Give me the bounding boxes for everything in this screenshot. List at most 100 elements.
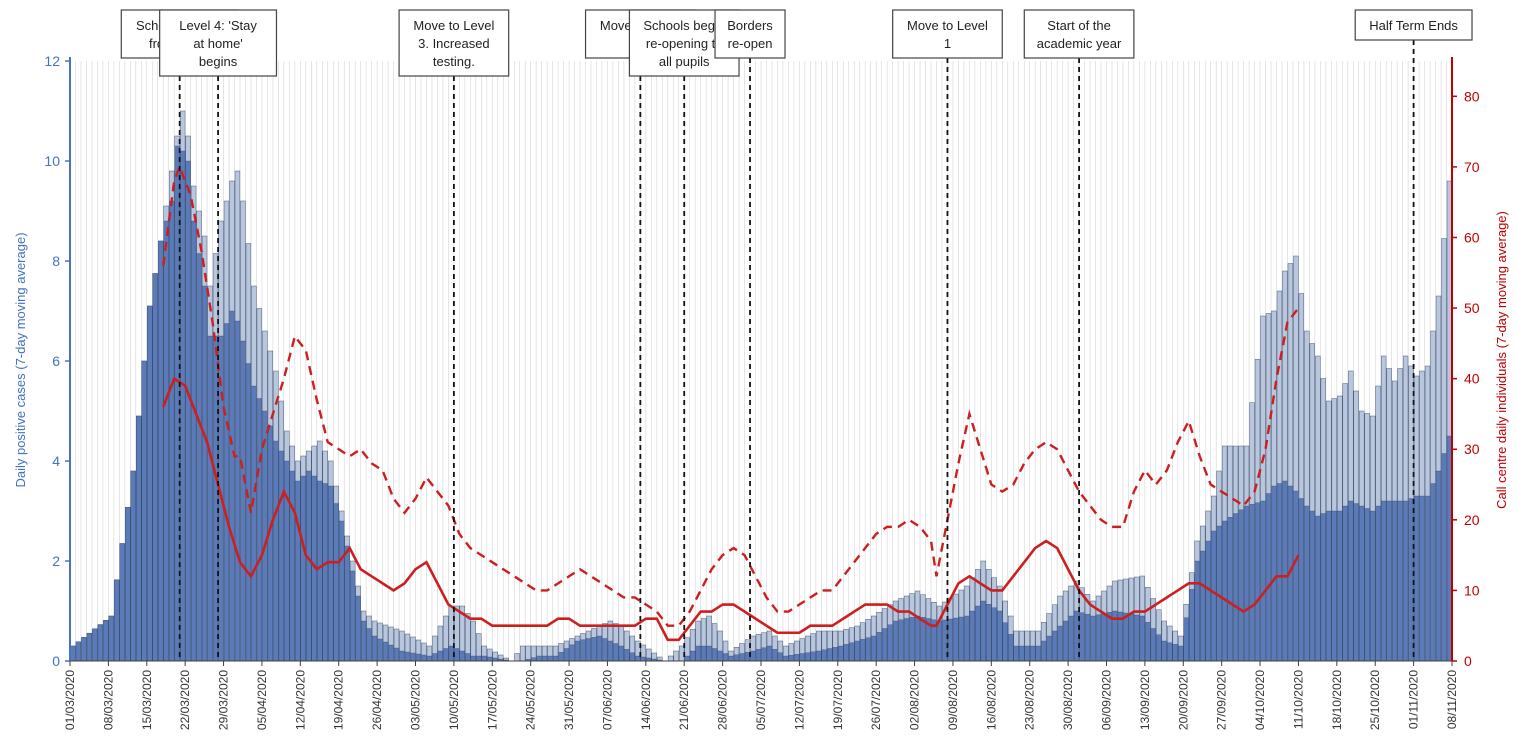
bar-dark [914, 615, 921, 662]
bar-dark [865, 637, 871, 662]
bar-dark [624, 649, 630, 662]
event-box [1354, 9, 1473, 41]
x-tick-label: 12/04/2020 [293, 670, 307, 730]
bar-dark [1413, 495, 1420, 662]
bar-dark [816, 650, 822, 662]
bar-dark [240, 340, 246, 662]
bar-dark [1145, 622, 1151, 662]
bar-dark [1019, 645, 1025, 662]
bar-dark [1370, 510, 1376, 662]
bar-dark [953, 617, 959, 662]
bar-dark [585, 638, 592, 662]
bar-dark [799, 653, 805, 662]
bar-dark [580, 639, 586, 662]
event-markers: Schools closedfrom todayLevel 4: 'Stayat… [120, 9, 1473, 661]
left-tick-label: 8 [52, 253, 60, 269]
bar-dark [432, 653, 438, 662]
bar-dark [1205, 540, 1211, 662]
right-tick-label: 10 [1464, 582, 1480, 598]
bar-dark [196, 253, 202, 662]
bar-dark [92, 628, 98, 662]
bar-dark [377, 638, 383, 662]
bar-dark [1271, 485, 1277, 662]
bar-dark [426, 655, 433, 662]
bar-dark [75, 641, 82, 662]
bar-dark [410, 652, 416, 662]
bar-dark [1189, 589, 1195, 662]
bar-dark [1375, 505, 1381, 662]
bar-dark [1249, 504, 1255, 662]
bar-dark [481, 655, 487, 662]
bar-dark [849, 642, 855, 662]
solid-line-series [162, 376, 1300, 642]
bar-light [470, 620, 476, 662]
bar-dark [185, 160, 191, 662]
bar-dark [854, 640, 860, 662]
bar-dark [81, 637, 87, 662]
left-tick-label: 0 [52, 653, 60, 669]
bar-dark [695, 645, 701, 662]
bar-dark [322, 483, 328, 662]
event-label: all pupils [659, 54, 710, 69]
bar-dark [871, 635, 877, 662]
left-tick-label: 6 [52, 353, 60, 369]
x-tick-label: 25/10/2020 [1368, 670, 1382, 730]
event-label: 1 [944, 36, 951, 51]
x-tick-label: 11/10/2020 [1291, 670, 1305, 729]
bar-dark [717, 650, 723, 662]
bar-dark [404, 651, 411, 662]
bar-dark [711, 648, 718, 662]
bar-light [525, 645, 531, 662]
bar-dark [618, 645, 624, 662]
x-tick-label: 31/05/2020 [562, 670, 576, 730]
bar-dark [399, 650, 405, 662]
bar-dark [136, 415, 142, 662]
bar-dark [1167, 642, 1173, 662]
right-tick-label: 70 [1464, 159, 1480, 175]
bar-dark [1392, 500, 1398, 662]
bar-dark [1238, 509, 1244, 662]
bar-dark [980, 600, 986, 662]
bar-dark [1008, 634, 1014, 662]
bar-dark [552, 655, 559, 662]
bar-dark [1024, 645, 1030, 662]
bar-dark [574, 640, 581, 662]
bar-dark [454, 648, 460, 662]
right-tick-label: 40 [1464, 371, 1480, 387]
bar-dark [1293, 490, 1299, 662]
event-label: begins [199, 54, 238, 69]
bar-dark [1046, 635, 1052, 662]
x-tick-label: 21/06/2020 [677, 670, 691, 730]
bar-dark [701, 645, 707, 662]
bar-dark [1260, 500, 1266, 662]
bar-dark [1079, 612, 1085, 662]
bar-dark [903, 618, 910, 662]
bar-dark [1353, 503, 1359, 662]
bar-dark [887, 624, 893, 662]
bar-dark [936, 620, 943, 662]
x-tick-label: 19/07/2020 [831, 670, 845, 730]
bar-dark [1084, 614, 1091, 662]
bar-light [673, 650, 679, 662]
x-tick-label: 30/08/2020 [1061, 670, 1075, 730]
bar-dark [1052, 630, 1058, 662]
bar-dark [1320, 513, 1326, 662]
bar-dark [755, 649, 762, 662]
bar-dark [596, 635, 603, 662]
x-tick-label: 01/03/2020 [63, 670, 77, 730]
bar-dark [371, 635, 378, 662]
bar-dark [1062, 620, 1069, 662]
bar-dark [684, 655, 690, 662]
bar-dark [333, 503, 339, 662]
bar-dark [821, 649, 827, 662]
bar-dark [777, 652, 783, 662]
event-label: Move to Level [907, 18, 988, 33]
bar-dark [1090, 615, 1096, 662]
event-box [892, 9, 1003, 59]
event-label: Schools begin [643, 18, 725, 33]
bar-dark [860, 639, 866, 662]
bar-dark [1200, 550, 1206, 662]
x-tick-label: 26/07/2020 [869, 670, 883, 730]
bar-dark [1243, 505, 1250, 662]
bar-dark [1128, 613, 1134, 662]
